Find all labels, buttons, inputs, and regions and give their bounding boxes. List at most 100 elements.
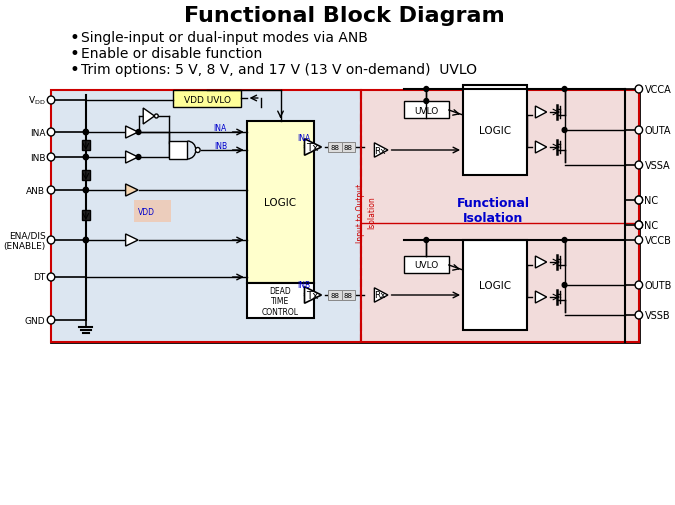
Circle shape — [83, 238, 88, 243]
Polygon shape — [375, 143, 388, 158]
Text: VCCA: VCCA — [645, 85, 671, 95]
FancyBboxPatch shape — [463, 86, 527, 176]
Text: INA: INA — [30, 128, 45, 137]
Polygon shape — [126, 127, 138, 139]
Text: VSSA: VSSA — [645, 161, 670, 171]
Circle shape — [47, 236, 55, 244]
Text: •: • — [70, 61, 80, 79]
Circle shape — [562, 283, 567, 288]
FancyBboxPatch shape — [82, 171, 90, 181]
Text: UVLO: UVLO — [414, 261, 439, 270]
Polygon shape — [126, 152, 138, 164]
Circle shape — [83, 130, 88, 135]
FancyBboxPatch shape — [361, 91, 639, 342]
Circle shape — [635, 127, 643, 135]
Text: LOGIC: LOGIC — [265, 197, 296, 208]
Text: Trim options: 5 V, 8 V, and 17 V (13 V on-demand)  UVLO: Trim options: 5 V, 8 V, and 17 V (13 V o… — [81, 63, 477, 77]
Circle shape — [635, 281, 643, 289]
Circle shape — [562, 87, 567, 92]
FancyBboxPatch shape — [404, 257, 449, 274]
Text: DEAD
TIME
CONTROL: DEAD TIME CONTROL — [262, 286, 299, 316]
Text: Rx: Rx — [375, 291, 386, 300]
FancyBboxPatch shape — [82, 211, 90, 221]
FancyBboxPatch shape — [134, 200, 171, 223]
FancyBboxPatch shape — [329, 143, 342, 153]
FancyBboxPatch shape — [342, 290, 355, 300]
Text: •: • — [70, 29, 80, 47]
Circle shape — [136, 155, 141, 160]
Polygon shape — [143, 109, 155, 125]
FancyBboxPatch shape — [169, 142, 188, 160]
Text: LOGIC: LOGIC — [479, 280, 511, 290]
Circle shape — [635, 196, 643, 205]
Text: VDD: VDD — [138, 207, 155, 216]
Text: Functional Block Diagram: Functional Block Diagram — [184, 6, 505, 26]
Text: VCCB: VCCB — [645, 235, 672, 245]
Circle shape — [635, 312, 643, 319]
Text: Tx: Tx — [306, 143, 319, 153]
Circle shape — [136, 130, 141, 135]
Text: LOGIC: LOGIC — [479, 126, 511, 136]
FancyBboxPatch shape — [342, 143, 355, 153]
Text: VDD UVLO: VDD UVLO — [184, 95, 231, 105]
Polygon shape — [535, 142, 547, 154]
Circle shape — [635, 222, 643, 230]
Text: OUTB: OUTB — [645, 280, 672, 290]
Text: 88: 88 — [331, 145, 340, 150]
Text: INA: INA — [298, 133, 310, 142]
Text: GND: GND — [25, 316, 45, 325]
Text: VSSB: VSSB — [645, 311, 670, 320]
FancyBboxPatch shape — [404, 102, 449, 119]
Circle shape — [47, 274, 55, 281]
Polygon shape — [304, 139, 321, 156]
Text: Tx: Tx — [306, 290, 319, 300]
FancyBboxPatch shape — [246, 283, 315, 318]
Circle shape — [635, 222, 643, 230]
Text: Functional
Isolation: Functional Isolation — [456, 196, 530, 225]
Text: 88: 88 — [344, 292, 353, 298]
Circle shape — [47, 129, 55, 137]
Circle shape — [195, 148, 200, 153]
FancyBboxPatch shape — [329, 290, 342, 300]
Text: Rx: Rx — [375, 146, 386, 155]
Text: 88: 88 — [331, 292, 340, 298]
Circle shape — [635, 86, 643, 94]
Circle shape — [424, 87, 429, 92]
FancyBboxPatch shape — [463, 240, 527, 330]
Text: INB: INB — [298, 281, 310, 290]
FancyBboxPatch shape — [173, 91, 241, 108]
Text: INA: INA — [214, 123, 227, 132]
Polygon shape — [535, 107, 547, 119]
Circle shape — [635, 236, 643, 244]
Text: $\mathregular{V_{DD}}$: $\mathregular{V_{DD}}$ — [28, 94, 45, 107]
Circle shape — [47, 316, 55, 324]
Text: NC: NC — [645, 195, 659, 206]
Text: NC: NC — [645, 221, 659, 231]
Circle shape — [47, 187, 55, 194]
Circle shape — [47, 154, 55, 162]
Text: ANB: ANB — [26, 186, 45, 195]
Circle shape — [635, 162, 643, 170]
Circle shape — [155, 115, 158, 119]
Text: •: • — [70, 45, 80, 63]
Polygon shape — [375, 288, 388, 302]
Polygon shape — [126, 234, 138, 246]
Circle shape — [424, 99, 429, 105]
Text: 88: 88 — [344, 145, 353, 150]
Text: Enable or disable function: Enable or disable function — [81, 47, 263, 61]
Text: UVLO: UVLO — [414, 106, 439, 115]
Text: Input to Output
Isolation: Input to Output Isolation — [356, 183, 376, 242]
Text: OUTA: OUTA — [645, 126, 671, 136]
Text: ENA/DIS
(ENABLE): ENA/DIS (ENABLE) — [3, 231, 45, 250]
Polygon shape — [126, 185, 138, 196]
Circle shape — [424, 238, 429, 243]
Circle shape — [83, 188, 88, 193]
Circle shape — [635, 196, 643, 205]
Circle shape — [562, 238, 567, 243]
Circle shape — [562, 128, 567, 133]
Text: Single-input or dual-input modes via ANB: Single-input or dual-input modes via ANB — [81, 31, 368, 45]
Polygon shape — [535, 291, 547, 304]
FancyBboxPatch shape — [82, 141, 90, 150]
Polygon shape — [535, 257, 547, 269]
Text: INB: INB — [30, 153, 45, 162]
